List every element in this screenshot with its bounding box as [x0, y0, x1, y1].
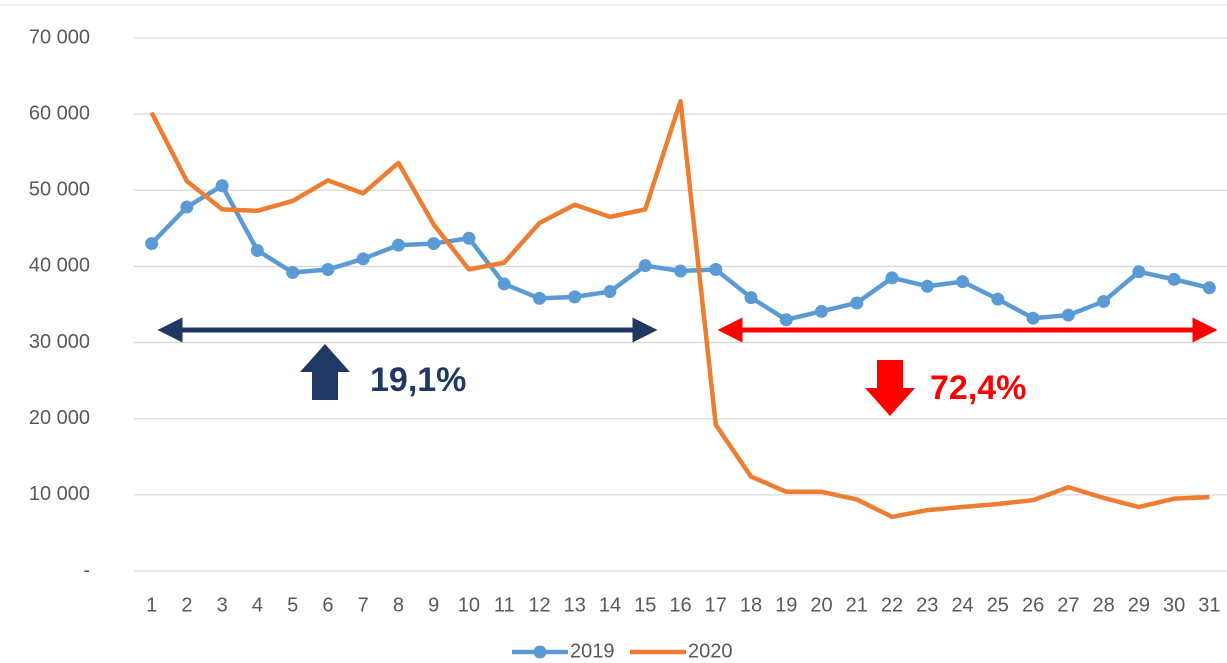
point	[145, 237, 159, 251]
x-tick-label: 26	[1022, 594, 1044, 616]
x-tick-label: 28	[1092, 594, 1114, 616]
point	[991, 292, 1005, 306]
annotation: 72,4%	[930, 369, 1026, 407]
x-tick-label: 21	[846, 594, 868, 616]
point	[1202, 281, 1216, 295]
x-tick-label: 5	[287, 594, 298, 616]
legend-label: 2020	[688, 640, 733, 662]
point	[638, 259, 652, 273]
x-tick-label: 15	[634, 594, 656, 616]
y-tick-label: 20 000	[29, 407, 90, 429]
grid: - 10 000 20 000 30 000 40 000 50 000 60 000 70 …	[29, 26, 1227, 616]
point	[180, 200, 194, 214]
x-tick-label: 12	[528, 594, 550, 616]
down-arrow	[865, 360, 915, 416]
point	[674, 264, 687, 278]
x-tick-label: 19	[775, 594, 797, 616]
point	[568, 290, 582, 304]
point	[1097, 294, 1111, 308]
x-tick-label: 3	[217, 594, 228, 616]
x-tick-label: 18	[740, 594, 762, 616]
point	[850, 296, 864, 310]
point	[497, 277, 511, 291]
x-tick-label: 29	[1128, 594, 1150, 616]
point	[744, 291, 758, 305]
y-tick-label: 40 000	[29, 255, 90, 277]
point	[427, 237, 441, 251]
x-tick-label: 14	[599, 594, 621, 616]
point	[321, 262, 335, 276]
point	[1132, 265, 1146, 279]
annotation: 19,1%	[370, 361, 466, 399]
y-tick-label: 30 000	[29, 331, 90, 353]
legend-marker	[533, 645, 547, 659]
x-tick-label: 17	[705, 594, 727, 616]
point	[356, 252, 370, 266]
x-tick-label: 7	[358, 594, 369, 616]
x-tick-label: 31	[1198, 594, 1220, 616]
x-tick-label: 16	[669, 594, 691, 616]
point	[250, 243, 264, 257]
x-tick-label: 22	[881, 594, 903, 616]
x-tick-label: 1	[146, 594, 157, 616]
x-tick-label: 30	[1163, 594, 1185, 616]
y-tick-label: 50 000	[29, 179, 90, 201]
x-tick-label: 25	[987, 594, 1009, 616]
x-tick-label: 13	[564, 594, 586, 616]
up-arrow	[300, 344, 350, 400]
x-tick-label: 6	[322, 594, 333, 616]
x-tick-label: 24	[951, 594, 973, 616]
x-tick-label: 8	[393, 594, 404, 616]
point	[779, 313, 793, 327]
point	[815, 304, 829, 318]
x-tick-label: 23	[916, 594, 938, 616]
point	[1061, 308, 1075, 322]
plot	[145, 98, 1216, 520]
x-tick-label: 11	[494, 594, 515, 616]
point	[215, 179, 229, 193]
point	[462, 231, 476, 245]
point	[603, 285, 617, 299]
y-tick-label: -	[83, 559, 90, 581]
x-tick-label: 20	[810, 594, 832, 616]
series-line	[150, 183, 1210, 322]
x-tick-label: 2	[181, 594, 192, 616]
y-tick-label: 10 000	[29, 483, 90, 505]
x-tick-label: 9	[428, 594, 439, 616]
point	[286, 266, 300, 280]
point	[885, 271, 899, 285]
point	[956, 275, 970, 289]
x-tick-label: 4	[252, 594, 263, 616]
x-tick-label: 27	[1057, 594, 1079, 616]
legend-label: 2019	[570, 640, 615, 662]
point	[920, 279, 934, 293]
point	[1167, 272, 1181, 286]
series-line	[149, 98, 1210, 520]
point	[532, 291, 546, 305]
point	[1026, 311, 1040, 325]
point	[709, 262, 723, 276]
point	[391, 238, 405, 252]
y-tick-label: 70 000	[29, 26, 90, 48]
x-tick-label: 10	[458, 594, 480, 616]
y-tick-label: 60 000	[29, 102, 90, 124]
